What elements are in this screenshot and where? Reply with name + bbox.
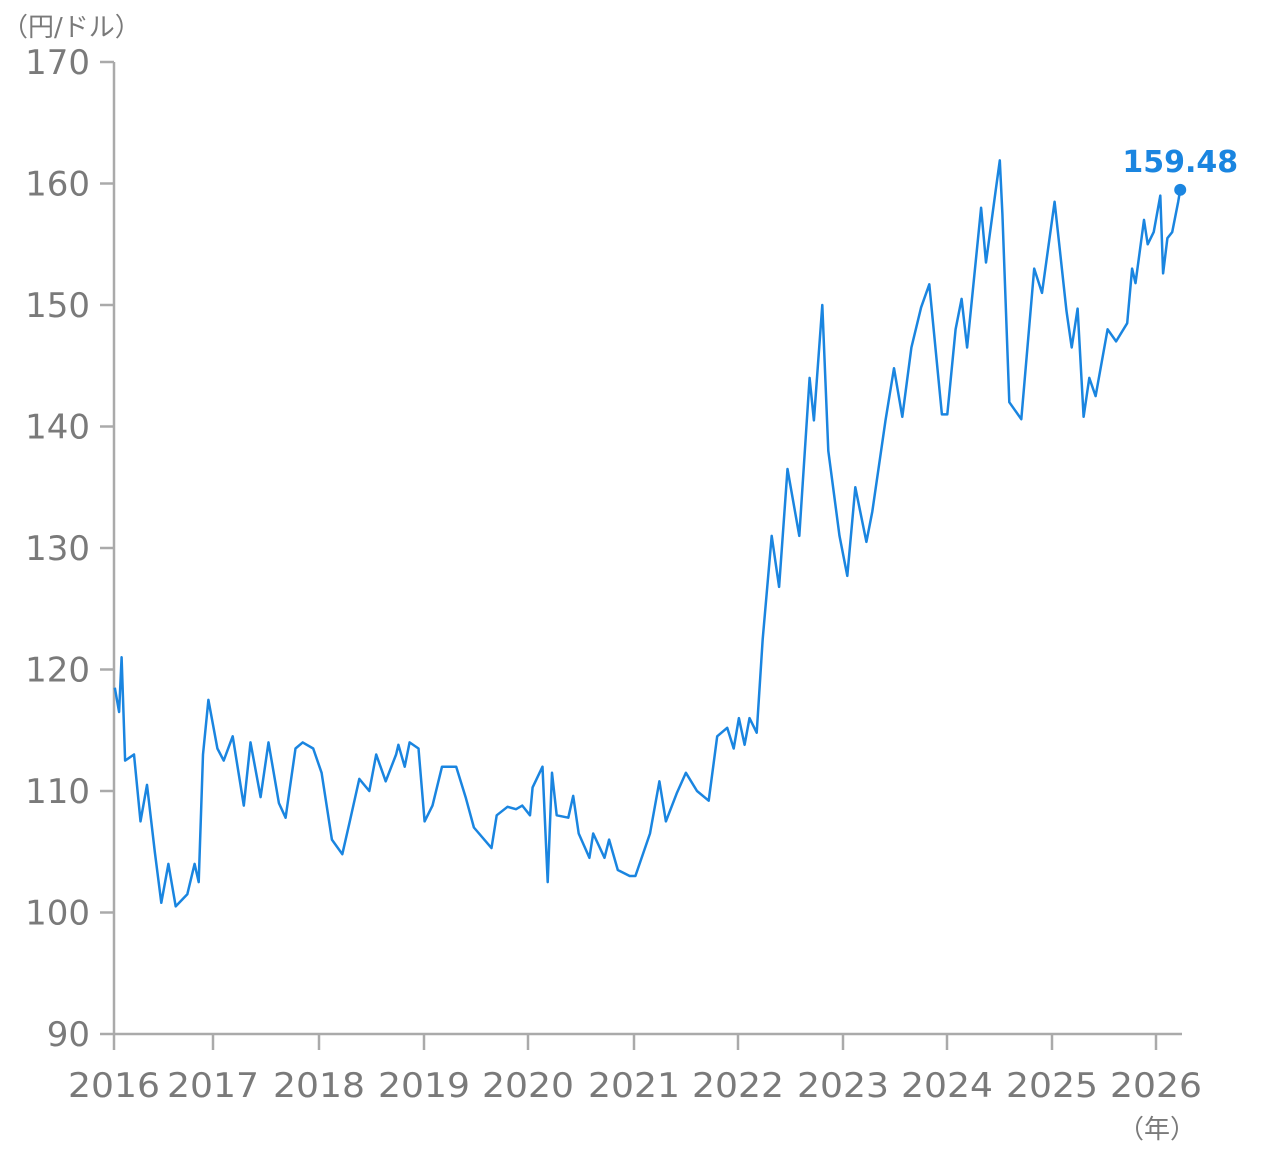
y-tick-label: 90 [47,1015,90,1055]
x-tick-label: 2017 [167,1066,259,1106]
x-tick-label: 2023 [797,1066,889,1106]
y-tick-label: 170 [25,43,90,83]
x-axis: 2016 2017 2018 2019 2020 2021 2022 2023 2024 2025… [68,1034,1202,1106]
x-tick-label: 2019 [378,1066,470,1106]
x-tick-label: 2024 [901,1066,993,1106]
y-tick-label: 100 [25,894,90,934]
x-tick-label: 2025 [1006,1066,1098,1106]
y-tick-label: 110 [25,772,90,812]
last-data-point [1174,183,1187,196]
last-value-label: 159.48 [1122,145,1238,180]
x-tick-label: 2016 [68,1066,160,1106]
x-tick-label: 2022 [692,1066,784,1106]
x-tick-label: 2026 [1110,1066,1202,1106]
x-tick-label: 2021 [588,1066,680,1106]
series-line-usd-jpy [113,159,1182,908]
x-tick-label: 2020 [482,1066,574,1106]
y-tick-label: 140 [25,408,90,448]
y-tick-label: 160 [25,165,90,205]
y-tick-label: 150 [25,286,90,326]
y-axis-unit-label: （円/ドル） [2,13,141,43]
x-axis-unit-label: （年） [1118,1115,1196,1145]
y-axis: 90 100 110 120 130 140 150 160 170 [25,43,114,1055]
y-tick-label: 130 [25,529,90,569]
x-tick-label: 2018 [273,1066,365,1106]
y-tick-label: 120 [25,651,90,691]
